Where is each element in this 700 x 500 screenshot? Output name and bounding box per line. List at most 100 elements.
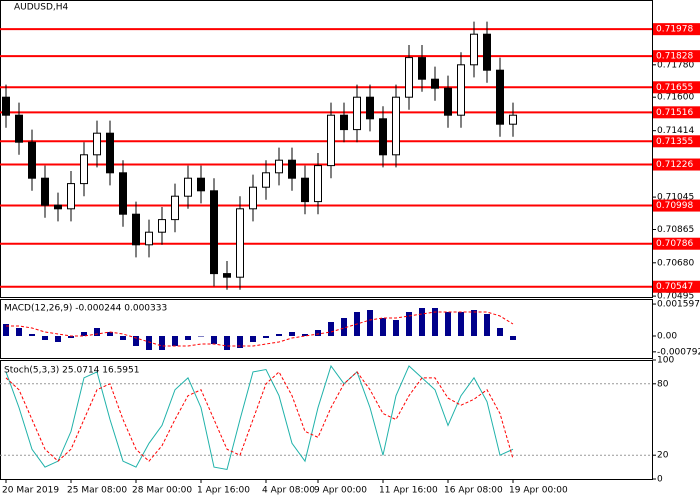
macd-bar: [302, 334, 308, 336]
y-tick-label: -0.000792: [657, 347, 700, 357]
level-label-box: [653, 199, 700, 212]
y-tick-label: 80: [657, 379, 669, 389]
candle-body: [54, 204, 62, 210]
candle-body: [340, 114, 348, 131]
candle-body: [301, 177, 309, 203]
macd-bar: [185, 336, 191, 340]
x-tick-label: 4 Apr 08:00: [262, 486, 315, 496]
macd-bar: [94, 328, 100, 336]
signal-line: [6, 311, 514, 347]
candle-body: [509, 114, 517, 125]
x-tick-label: 9 Apr 00:00: [314, 486, 367, 496]
y-tick-label: 0.00: [657, 332, 677, 342]
macd-bar: [341, 318, 347, 336]
stoch-line: [5, 364, 514, 471]
candle-body: [119, 172, 127, 215]
macd-bar: [380, 318, 386, 336]
level-label-box: [653, 106, 700, 119]
macd-bar: [211, 336, 217, 344]
candle-body: [431, 78, 439, 89]
macd-bar: [224, 336, 230, 350]
macd-bar: [406, 312, 412, 336]
level-label: 0.71355: [656, 137, 693, 147]
candle-body: [197, 177, 205, 192]
y-tick-label: 0.70680: [657, 258, 694, 268]
candle-body: [223, 273, 231, 278]
macd-bar: [3, 324, 9, 336]
y-tick-label: 0.71600: [657, 93, 694, 103]
candle-body: [444, 87, 452, 116]
candle-body: [353, 96, 361, 131]
level-label: 0.71828: [656, 52, 693, 62]
macd-bar: [510, 336, 516, 340]
level-label-box: [653, 50, 700, 63]
candle-body: [184, 177, 192, 197]
level-label-box: [653, 158, 700, 171]
candle-body: [314, 165, 322, 203]
macd-bar: [172, 336, 178, 346]
level-label-box: [653, 280, 700, 293]
panel-frame: [0, 360, 653, 480]
x-tick-label: 19 Apr 00:00: [509, 486, 568, 496]
level-label: 0.71978: [656, 25, 693, 35]
candle-body: [132, 213, 140, 246]
candle-body: [288, 159, 296, 179]
candle-body: [470, 33, 478, 66]
level-label-box: [653, 135, 700, 148]
macd-bar: [107, 332, 113, 336]
macd-bar: [497, 328, 503, 336]
macd-bar: [250, 336, 256, 342]
y-tick-label: 0.71045: [657, 193, 694, 203]
level-label: 0.70547: [656, 282, 693, 292]
macd-bar: [263, 336, 269, 338]
x-tick-label: 11 Apr 16:00: [379, 486, 438, 496]
candle-body: [67, 183, 75, 210]
candle-body: [418, 57, 426, 80]
level-label-box: [653, 237, 700, 250]
macd-bar: [29, 334, 35, 336]
level-label: 0.71655: [656, 83, 693, 93]
panel-frame: [0, 299, 653, 359]
candle-body: [275, 159, 283, 174]
candle-body: [457, 64, 465, 116]
candle-body: [249, 186, 257, 210]
candle-body: [80, 154, 88, 185]
level-label: 0.71516: [656, 108, 693, 118]
candle-body: [327, 114, 335, 167]
candle-body: [483, 33, 491, 71]
macd-bar: [133, 336, 139, 346]
candle-body: [2, 96, 10, 116]
macd-bar: [68, 336, 74, 338]
macd-bar: [393, 320, 399, 336]
level-label: 0.70998: [656, 201, 693, 211]
candle-body: [28, 141, 36, 179]
candle-body: [41, 177, 49, 206]
candle-body: [15, 114, 23, 143]
x-tick-label: 16 Apr 08:00: [444, 486, 503, 496]
macd-bar: [42, 336, 48, 340]
macd-bar: [237, 336, 243, 348]
chart-title: AUDUSD,H4: [14, 3, 69, 13]
stoch-line: [5, 371, 514, 462]
level-label-box: [653, 23, 700, 36]
y-tick-label: 0: [657, 475, 663, 485]
panel-frame: [0, 0, 653, 298]
stoch-title: Stoch(5,3,3) 25.0714 16.5951: [4, 366, 139, 376]
candle-body: [145, 231, 153, 246]
candle-body: [210, 190, 218, 275]
macd-bar: [289, 332, 295, 336]
y-tick-label: 0.001597: [657, 300, 700, 310]
x-tick-label: 28 Mar 00:00: [132, 486, 192, 496]
y-tick-label: 0.70865: [657, 225, 694, 235]
candle-body: [171, 195, 179, 221]
macd-bar: [276, 334, 282, 336]
macd-bar: [432, 308, 438, 336]
candle-body: [106, 132, 114, 174]
macd-title: MACD(12,26,9) -0.000244 0.000333: [4, 304, 167, 314]
macd-bar: [55, 336, 61, 342]
macd-bar: [315, 330, 321, 336]
macd-bar: [120, 336, 126, 340]
level-label: 0.70786: [656, 239, 693, 249]
macd-bar: [81, 332, 87, 336]
